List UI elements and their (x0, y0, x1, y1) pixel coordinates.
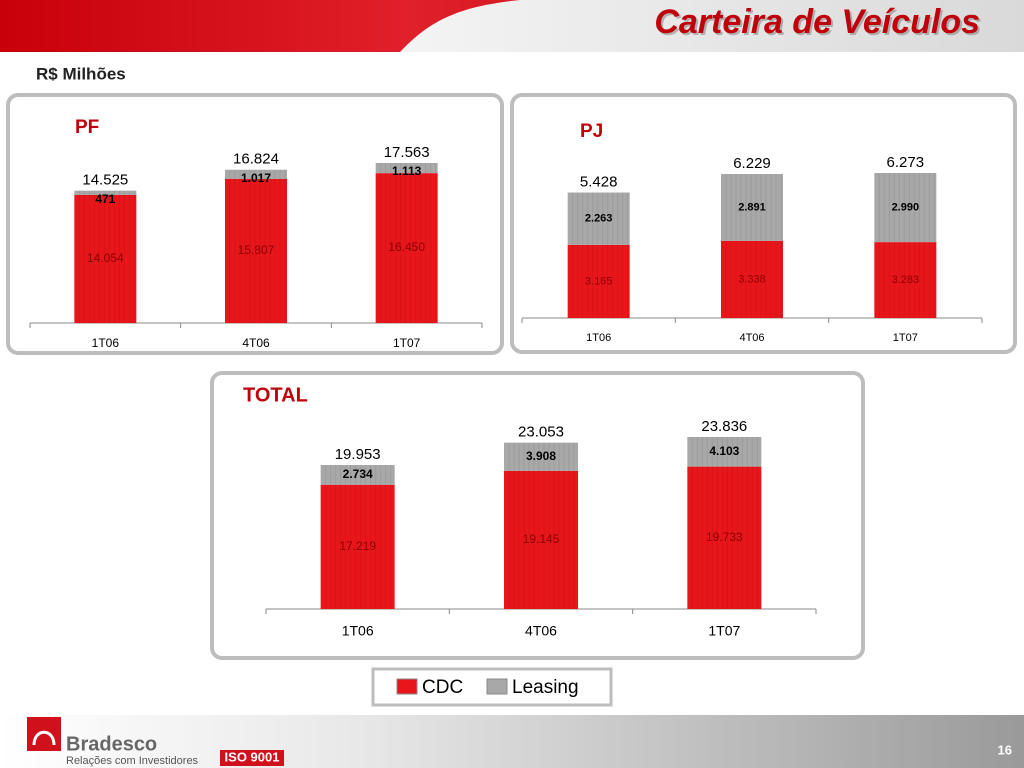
total-label: 16.824 (233, 151, 279, 168)
bar-segment (74, 194, 137, 323)
chart-title: PF (75, 117, 99, 138)
value-label: 2.990 (892, 201, 920, 213)
page-number: 16 (998, 742, 1012, 757)
x-tick-label: 1T06 (342, 623, 374, 639)
value-label: 471 (95, 192, 115, 206)
x-tick-label: 1T06 (586, 332, 611, 344)
bar-segment (874, 242, 937, 318)
footer-band (0, 715, 1024, 768)
total-label: 14.525 (82, 172, 128, 189)
x-tick-label: 4T06 (242, 336, 270, 350)
bar-segment (721, 240, 783, 318)
total-label: 19.953 (335, 446, 381, 463)
legend-label: Leasing (512, 677, 579, 698)
brand-logo (27, 717, 61, 751)
slide-title: Carteira de Veículos (654, 3, 980, 41)
bar-segment (320, 465, 395, 485)
bar-segment (504, 470, 578, 609)
bar-segment (504, 442, 578, 471)
brand-logo-mark (32, 730, 56, 746)
value-label: 3.165 (585, 275, 613, 287)
legend: CDC Leasing (396, 677, 579, 698)
bar-segment (320, 484, 395, 609)
total-label: 23.836 (701, 418, 747, 435)
total-label: 5.428 (580, 174, 618, 191)
bar-segment (687, 466, 762, 609)
legend-label: CDC (422, 677, 463, 698)
value-label: 3.338 (738, 273, 766, 285)
total-label: 6.273 (887, 154, 925, 171)
x-tick-label: 4T06 (739, 332, 764, 344)
value-label: 14.054 (87, 251, 124, 265)
chart-title: PJ (580, 121, 603, 142)
legend-swatch (396, 678, 418, 695)
brand-name: Bradesco (66, 733, 157, 755)
bar-segment (874, 173, 937, 243)
value-label: 4.103 (709, 444, 739, 458)
value-label: 2.263 (585, 213, 613, 225)
chart-title: TOTAL (243, 384, 308, 406)
bar-segment (225, 169, 287, 179)
value-label: 19.145 (523, 532, 560, 546)
legend-swatch (486, 678, 508, 695)
value-label: 1.017 (241, 171, 271, 185)
total-label: 23.053 (518, 424, 564, 441)
bar-segment (567, 192, 630, 245)
bar-segment (375, 173, 438, 323)
value-label: 2.891 (738, 201, 766, 213)
x-tick-label: 1T07 (708, 623, 740, 639)
iso-badge (220, 750, 284, 766)
bar-segment (74, 190, 137, 195)
value-label: 17.219 (339, 539, 376, 553)
iso-label: ISO 9001 (225, 749, 280, 764)
brand-tagline: Relações com Investidores (66, 755, 199, 767)
value-label: 1.113 (392, 164, 422, 178)
total-label: 17.563 (384, 144, 430, 161)
value-label: 19.733 (706, 530, 743, 544)
unit-label: R$ Milhões (36, 64, 126, 83)
x-tick-label: 1T07 (393, 336, 421, 350)
value-label: 3.283 (892, 274, 920, 286)
x-tick-label: 1T07 (893, 332, 918, 344)
total-label: 6.229 (733, 155, 771, 172)
bar-segment (225, 178, 287, 323)
bar-segment (687, 437, 762, 467)
header-swoosh (400, 0, 1024, 52)
bar-segment (567, 244, 630, 318)
value-label: 3.908 (526, 449, 556, 463)
title-shadow: Carteira de Veículos (656, 5, 982, 43)
bar-segment (721, 174, 783, 241)
value-label: 15.807 (238, 243, 275, 257)
x-tick-label: 4T06 (525, 623, 557, 639)
bar-segment (375, 163, 438, 174)
value-label: 16.450 (388, 240, 425, 254)
value-label: 2.734 (343, 467, 373, 481)
x-tick-label: 1T06 (92, 336, 120, 350)
